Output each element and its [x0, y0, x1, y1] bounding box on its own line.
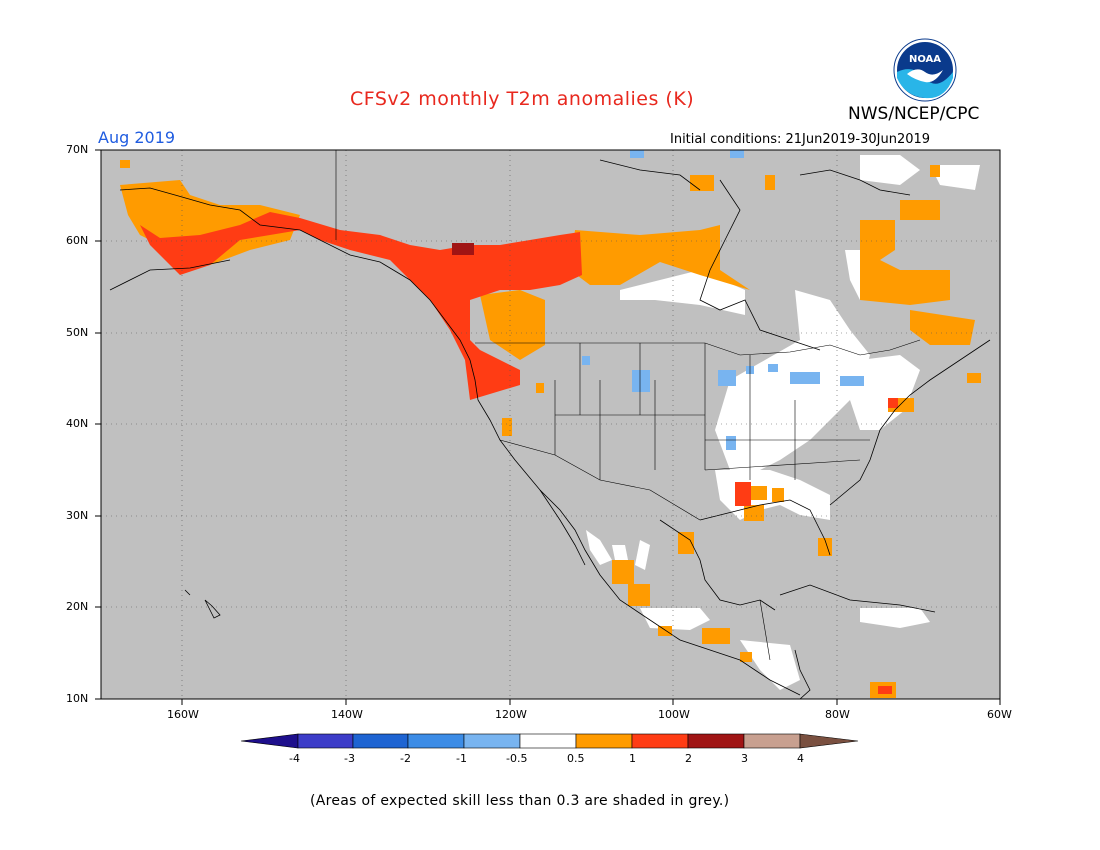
colorbar-label-4: 4: [797, 752, 804, 765]
colorbar-bin-1: [297, 733, 354, 749]
coastlines: [109, 159, 991, 699]
colorbar-label-1: 1: [629, 752, 636, 765]
skill-footnote: (Areas of expected skill less than 0.3 a…: [310, 793, 730, 809]
lon-label-120w: 120W: [495, 708, 527, 721]
lat-label-30n: 30N: [66, 509, 89, 522]
colorbar-label-neg4: -4: [289, 752, 300, 765]
lat-label-60n: 60N: [66, 234, 89, 247]
political-borders: [335, 150, 921, 661]
colorbar-bin-3: [407, 733, 465, 749]
colorbar-bin-7: [631, 733, 689, 749]
colorbar-bin-above-max: [799, 733, 859, 749]
lat-label-40n: 40N: [66, 417, 89, 430]
forecast-month-label: Aug 2019: [98, 128, 176, 147]
noaa-logo: NOAA: [893, 38, 957, 102]
warm-anomaly-shading: [140, 212, 898, 694]
lat-label-70n: 70N: [66, 143, 89, 156]
lon-label-160w: 160W: [167, 708, 199, 721]
initial-conditions-label: Initial conditions: 21Jun2019-30Jun2019: [670, 132, 931, 147]
strong-warm-anomaly: [452, 243, 474, 255]
lat-label-20n: 20N: [66, 600, 89, 613]
colorbar-bin-9: [743, 733, 801, 749]
colorbar-label-neg2: -2: [400, 752, 411, 765]
colorbar-label-3: 3: [741, 752, 748, 765]
colorbar-bin-6: [575, 733, 633, 749]
colorbar-label-2: 2: [685, 752, 692, 765]
axis-ticks: [95, 149, 1001, 705]
colorbar-bin-4: [463, 733, 521, 749]
colorbar-bin-8: [687, 733, 745, 749]
lat-label-10n: 10N: [66, 692, 89, 705]
colorbar-label-neg05: -0.5: [506, 752, 528, 765]
colorbar: [240, 733, 859, 749]
agency-label: NWS/NCEP/CPC: [848, 104, 980, 124]
lon-label-60w: 60W: [987, 708, 1012, 721]
lon-label-80w: 80W: [825, 708, 850, 721]
colorbar-label-neg3: -3: [344, 752, 355, 765]
lon-label-140w: 140W: [331, 708, 363, 721]
map-title: CFSv2 monthly T2m anomalies (K): [350, 88, 695, 110]
colorbar-bin-below-min: [240, 733, 299, 749]
below-normal-shading: [582, 150, 864, 450]
colorbar-label-05: 0.5: [567, 752, 585, 765]
colorbar-bin-2: [352, 733, 409, 749]
lat-label-50n: 50N: [66, 326, 89, 339]
colorbar-label-neg1: -1: [456, 752, 467, 765]
logo-text: NOAA: [909, 54, 941, 65]
lon-label-100w: 100W: [658, 708, 690, 721]
colorbar-bin-5: [519, 733, 577, 749]
